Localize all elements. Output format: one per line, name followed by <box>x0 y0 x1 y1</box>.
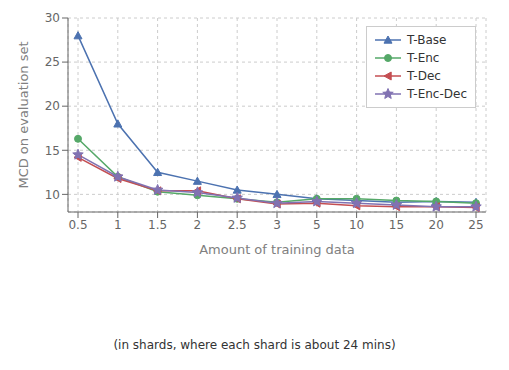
html-text:T-Enc: T-Enc <box>407 51 440 65</box>
svg-text:2.5: 2.5 <box>228 218 247 232</box>
svg-text:15: 15 <box>45 144 60 158</box>
svg-text:30: 30 <box>45 11 60 25</box>
svg-text:2: 2 <box>194 218 202 232</box>
svg-text:1.5: 1.5 <box>148 218 167 232</box>
svg-text:10: 10 <box>349 218 364 232</box>
html-text:T-Base: T-Base <box>407 33 447 47</box>
svg-text:10: 10 <box>45 188 60 202</box>
svg-text:15: 15 <box>389 218 404 232</box>
html-text:T-Enc-Dec: T-Enc-Dec <box>407 87 467 101</box>
svg-text:5: 5 <box>313 218 321 232</box>
svg-text:0.5: 0.5 <box>68 218 87 232</box>
svg-text:Amount of training data: Amount of training data <box>199 242 355 257</box>
svg-text:20: 20 <box>429 218 444 232</box>
svg-text:25: 25 <box>468 218 483 232</box>
svg-text:1: 1 <box>114 218 122 232</box>
html-text:(in shards, where each shard i: (in shards, where each shard is about 24… <box>113 338 396 352</box>
svg-text:MCD on evaluation set: MCD on evaluation set <box>16 41 31 188</box>
svg-text:20: 20 <box>45 99 60 113</box>
html-text:T-Dec: T-Dec <box>407 69 441 83</box>
svg-text:25: 25 <box>45 55 60 69</box>
svg-text:3: 3 <box>273 218 281 232</box>
